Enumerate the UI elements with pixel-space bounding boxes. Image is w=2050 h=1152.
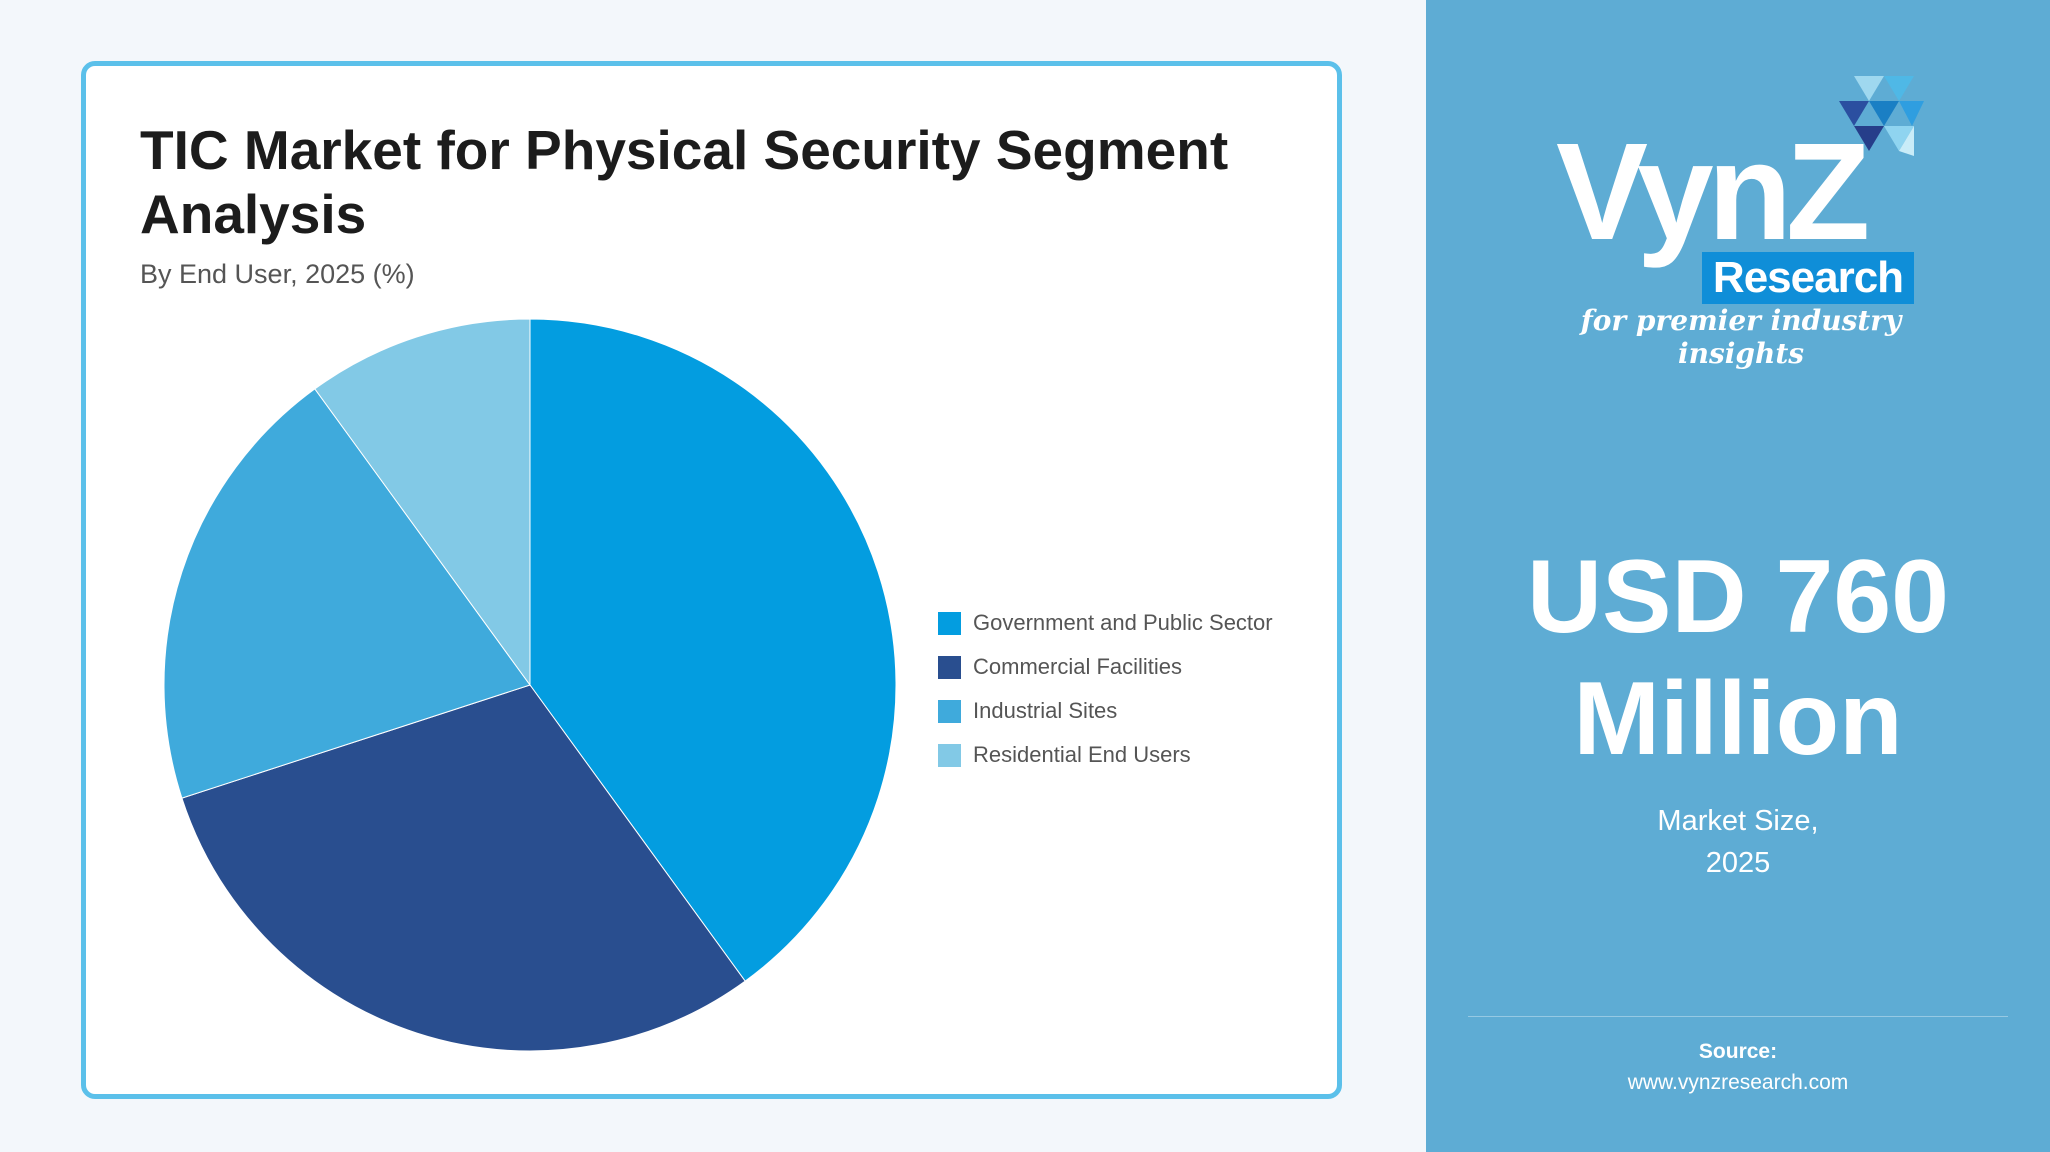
pie-slice-residential-end-users[interactable] bbox=[314, 318, 531, 687]
legend-swatch bbox=[938, 611, 961, 635]
legend-label: Residential End Users bbox=[973, 742, 1191, 767]
legend-item[interactable]: Industrial Sites bbox=[938, 689, 1273, 733]
caption-line1: Market Size, bbox=[1657, 805, 1819, 837]
legend-item[interactable]: Government and Public Sector bbox=[938, 601, 1273, 645]
logo-research-badge: Research bbox=[1702, 252, 1914, 304]
caption-line2: 2025 bbox=[1705, 847, 1771, 879]
legend-item[interactable]: Commercial Facilities bbox=[938, 645, 1273, 689]
market-size-value: USD 760 Million bbox=[1426, 536, 2050, 780]
info-panel: VynZ Research for premier industry insig… bbox=[1426, 0, 2050, 1152]
chart-subtitle: By End User, 2025 (%) bbox=[140, 259, 415, 289]
market-size-line2: Million bbox=[1573, 661, 1903, 777]
logo-tagline: for premier industry insights bbox=[1580, 304, 1902, 370]
legend-label: Commercial Facilities bbox=[973, 654, 1183, 679]
chart-legend: Government and Public Sector Commercial F… bbox=[938, 601, 1273, 777]
logo-triangles-icon bbox=[1839, 76, 1924, 156]
pie-slice-commercial-facilities[interactable] bbox=[181, 684, 746, 1052]
source-label: Source: bbox=[1698, 1040, 1778, 1063]
legend-item[interactable]: Residential End Users bbox=[938, 733, 1273, 777]
divider bbox=[1468, 1016, 2008, 1017]
market-size-caption: Market Size, 2025 bbox=[1426, 800, 2050, 884]
legend-swatch bbox=[938, 699, 961, 723]
logo-wordmark: VynZ bbox=[1556, 115, 1870, 269]
source-url[interactable]: www.vynzresearch.com bbox=[1627, 1071, 1849, 1094]
vynz-logo: VynZ Research for premier industry insig… bbox=[1556, 76, 1926, 370]
legend-swatch bbox=[938, 655, 961, 679]
legend-label: Government and Public Sector bbox=[973, 610, 1273, 635]
pie-slice-industrial-sites[interactable] bbox=[163, 388, 531, 799]
legend-label: Industrial Sites bbox=[973, 698, 1118, 723]
market-size-line1: USD 760 bbox=[1527, 539, 1949, 655]
pie-chart bbox=[163, 318, 897, 1052]
chart-card: TIC Market for Physical Security Segment… bbox=[81, 61, 1342, 1099]
legend-swatch bbox=[938, 743, 961, 767]
chart-title: TIC Market for Physical Security Segment… bbox=[140, 119, 1229, 245]
pie-slice-government-and-public-sector[interactable] bbox=[529, 318, 897, 982]
